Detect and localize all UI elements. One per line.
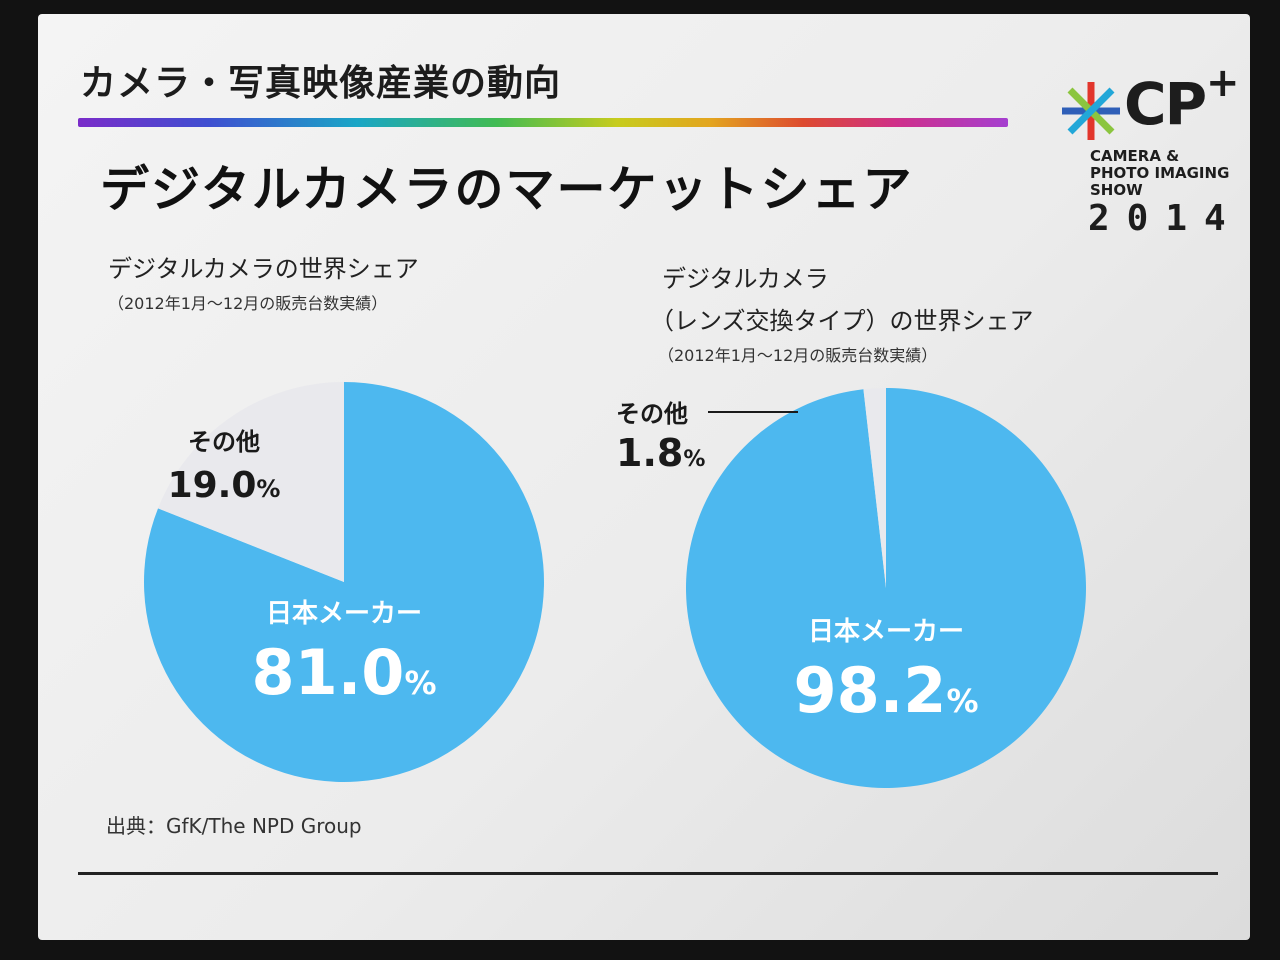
logo-plus: + [1206, 60, 1240, 106]
pie-label-other: その他 [188, 428, 260, 456]
rainbow-divider [78, 118, 1008, 127]
chart2-pie: 日本メーカー 98.2% [686, 388, 1086, 788]
header-title: カメラ・写真映像産業の動向 [80, 63, 562, 104]
starburst-icon [1062, 82, 1120, 140]
chart2-pie-wrap: 日本メーカー 98.2% [676, 378, 1096, 802]
pie-slice-japan [143, 382, 544, 782]
bottom-rule [78, 872, 1218, 875]
pie-slice-other [158, 382, 344, 582]
pie-value-japan: 81.0% [251, 636, 436, 709]
chart1-title: デジタルカメラの世界シェア [108, 255, 419, 283]
chart1-subtitle: （2012年1月〜12月の販売台数実績） [108, 294, 388, 313]
slide: カメラ・写真映像産業の動向 デジタルカメラのマーケットシェア CP + CAME… [38, 14, 1250, 940]
chart2-other-callout: その他 1.8% [616, 400, 798, 474]
logo-year: 2014 [1088, 198, 1243, 239]
chart2-other-label: その他 [616, 400, 688, 428]
logo-line-3: SHOW [1090, 181, 1143, 199]
logo-line-2: PHOTO IMAGING [1090, 164, 1230, 182]
slide-title: デジタルカメラのマーケットシェア [100, 161, 914, 218]
pie-value-japan: 98.2% [793, 654, 978, 727]
pie-label-japan: 日本メーカー [266, 599, 422, 629]
logo-line-1: CAMERA & [1090, 147, 1180, 165]
cp-plus-logo: CP + CAMERA & PHOTO IMAGING SHOW 2014 [1054, 60, 1244, 250]
pie-value-other: 19.0% [168, 465, 281, 506]
chart1-pie: 日本メーカー 81.0% その他 19.0% [143, 382, 544, 782]
logo-cp: CP [1124, 70, 1207, 138]
source-note: 出典：GfK/The NPD Group [106, 814, 362, 838]
chart2-title-line-2: （レンズ交換タイプ）の世界シェア [650, 307, 1034, 335]
chart2-subtitle: （2012年1月〜12月の販売台数実績） [658, 346, 938, 365]
chart2-title-line-1: デジタルカメラ [662, 265, 829, 293]
chart1-pie-wrap: 日本メーカー 81.0% その他 19.0% [134, 372, 554, 796]
pie-slice-other [863, 388, 886, 588]
chart2-other-value: 1.8% [616, 431, 705, 474]
pie-label-japan: 日本メーカー [808, 617, 964, 647]
